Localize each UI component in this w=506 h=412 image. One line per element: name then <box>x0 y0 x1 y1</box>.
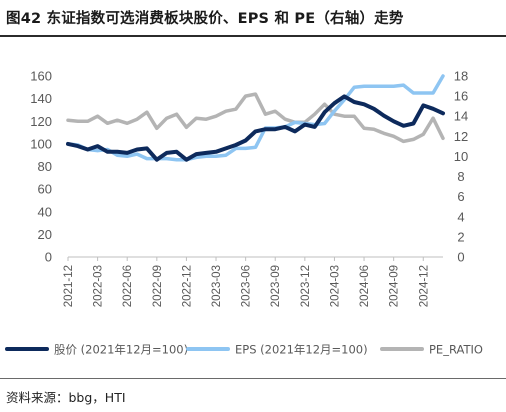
y-right-tick-label: 8 <box>457 169 464 184</box>
x-tick-label: 2024-09 <box>389 265 401 307</box>
x-tick-label: 2023-09 <box>270 265 282 307</box>
legend: 股价 (2021年12月=100) EPS (2021年12月=100) PE_RA… <box>5 343 483 357</box>
source-note: 资料来源：bbg，HTI <box>6 390 126 405</box>
y-left-tick-label: 20 <box>38 227 52 242</box>
x-tick-label: 2022-09 <box>152 265 164 307</box>
x-tick-label: 2023-12 <box>300 265 312 307</box>
axes: 0 20 40 60 80 100 120 140 160 0 2 4 6 8 10 12 14 16 18 2021… <box>30 69 468 308</box>
y-right-tick-label: 0 <box>457 250 464 265</box>
x-tick-label: 2023-06 <box>241 265 253 307</box>
y-right-tick-label: 18 <box>454 69 468 84</box>
y-left-tick-label: 60 <box>38 182 52 197</box>
x-tick-label: 2024-03 <box>329 265 341 307</box>
legend-label: PE_RATIO <box>429 343 483 357</box>
y-right-tick-label: 6 <box>457 189 464 204</box>
x-tick-label: 2024-12 <box>418 265 430 307</box>
y-left-tick-label: 140 <box>30 91 52 106</box>
y-right-tick-label: 2 <box>457 229 464 244</box>
x-tick-label: 2022-12 <box>181 265 193 307</box>
x-tick-label: 2022-06 <box>122 265 134 307</box>
series-line-0 <box>66 94 445 162</box>
y-right-tick-label: 4 <box>457 209 464 224</box>
x-tick-label: 2024-06 <box>359 265 371 307</box>
chart-title: 图42 东证指数可选消费板块股价、EPS 和 PE（右轴）走势 <box>6 11 404 27</box>
footer-divider <box>0 378 506 379</box>
x-tick-label: 2023-03 <box>211 265 223 307</box>
y-left-tick-label: 40 <box>38 204 52 219</box>
y-right-tick-label: 14 <box>454 109 468 124</box>
x-tick-label: 2022-03 <box>93 265 105 307</box>
series-line-1 <box>66 74 445 162</box>
title-divider <box>0 35 506 37</box>
y-left-tick-label: 160 <box>30 69 52 84</box>
x-tick-label: 2021-12 <box>63 265 75 307</box>
y-left-tick-label: 0 <box>45 250 52 265</box>
y-right-tick-label: 16 <box>454 89 468 104</box>
legend-label: 股价 (2021年12月=100) <box>54 343 188 357</box>
line-chart: 0 20 40 60 80 100 120 140 160 0 2 4 6 8 10 12 14 16 18 2021… <box>5 69 483 357</box>
series-line-2 <box>66 92 445 144</box>
y-left-tick-label: 120 <box>30 114 52 129</box>
y-left-tick-label: 80 <box>38 159 52 174</box>
y-right-tick-label: 10 <box>454 149 468 164</box>
y-right-tick-label: 12 <box>454 129 468 144</box>
y-left-tick-label: 100 <box>30 136 52 151</box>
legend-label: EPS (2021年12月=100) <box>235 343 368 357</box>
series-lines <box>66 74 445 162</box>
